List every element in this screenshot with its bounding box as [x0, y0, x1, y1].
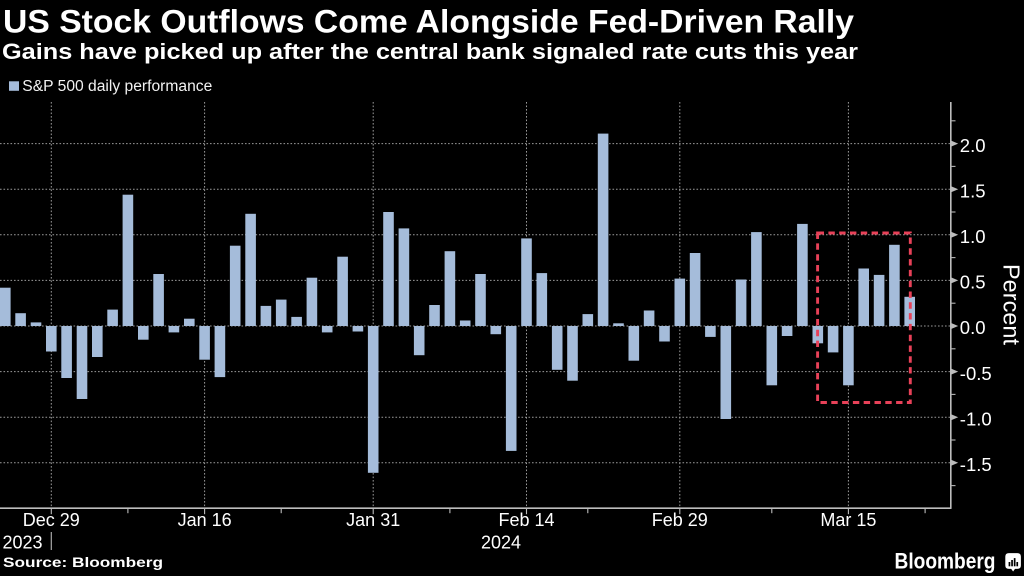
- svg-text:US Stock Outflows Come Alongsi: US Stock Outflows Come Alongside Fed-Dri…: [3, 4, 854, 40]
- svg-text:Jan 16: Jan 16: [178, 510, 232, 530]
- svg-text:-0.5: -0.5: [960, 363, 992, 384]
- svg-text:2023: 2023: [3, 533, 43, 553]
- svg-text:Percent: Percent: [999, 264, 1024, 345]
- svg-text:Feb 29: Feb 29: [652, 510, 708, 530]
- svg-text:-1.5: -1.5: [960, 454, 992, 475]
- svg-text:Source: Bloomberg: Source: Bloomberg: [3, 554, 163, 570]
- svg-text:2024: 2024: [481, 533, 521, 553]
- svg-text:Mar 15: Mar 15: [820, 510, 876, 530]
- svg-text:-1.0: -1.0: [960, 408, 992, 429]
- svg-text:1.5: 1.5: [960, 180, 986, 201]
- svg-text:0.5: 0.5: [960, 272, 986, 293]
- svg-text:S&P 500 daily performance: S&P 500 daily performance: [22, 78, 212, 95]
- svg-text:Dec 29: Dec 29: [23, 510, 80, 530]
- svg-text:2.0: 2.0: [960, 135, 986, 156]
- svg-text:1.0: 1.0: [960, 226, 986, 247]
- svg-text:Gains have picked up after the: Gains have picked up after the central b…: [2, 39, 858, 64]
- svg-text:0.0: 0.0: [960, 317, 986, 338]
- svg-text:Feb 14: Feb 14: [498, 510, 554, 530]
- svg-text:Bloomberg: Bloomberg: [895, 549, 996, 574]
- svg-text:Jan 31: Jan 31: [346, 510, 400, 530]
